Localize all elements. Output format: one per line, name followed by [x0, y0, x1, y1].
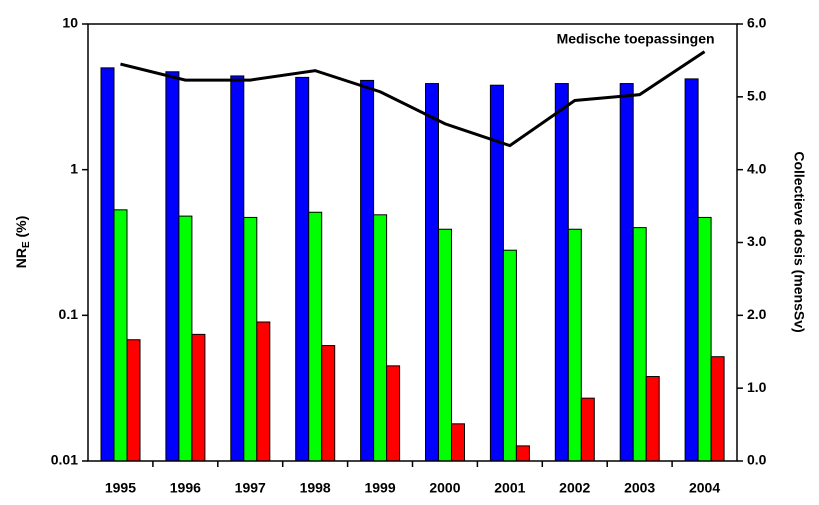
- bar: [386, 365, 401, 462]
- bar: [632, 227, 647, 462]
- bar: [580, 397, 595, 462]
- y-tick-label: 0.1: [59, 306, 79, 322]
- bar: [451, 423, 465, 462]
- bar: [165, 71, 180, 462]
- bar: [308, 211, 323, 462]
- x-tick-label: 2003: [624, 480, 655, 496]
- bar: [425, 83, 439, 462]
- y2-tick-label: 2.0: [747, 306, 767, 322]
- bar: [373, 214, 388, 462]
- y-label-rest: (%): [13, 216, 29, 242]
- x-tick-label: 2001: [494, 480, 525, 496]
- x-tick-label: 1997: [235, 480, 266, 496]
- bar: [126, 339, 141, 462]
- y2-axis-label: Collectieve dosis (mensSv): [791, 151, 807, 332]
- y2-tick-label: 5.0: [747, 88, 767, 104]
- bar: [360, 79, 375, 462]
- bar: [554, 83, 569, 462]
- bar: [295, 76, 310, 462]
- bar: [619, 83, 634, 462]
- bar: [438, 228, 452, 462]
- y2-tick-label: 1.0: [747, 379, 767, 395]
- bar: [710, 356, 725, 462]
- bar: [256, 321, 271, 462]
- line-annotation: Medische toepassingen: [557, 30, 715, 46]
- y-tick-label: 0.01: [51, 452, 78, 468]
- bar: [243, 216, 258, 462]
- line-series: [120, 50, 706, 148]
- x-tick-label: 1999: [364, 480, 395, 496]
- x-tick-label: 2004: [689, 480, 720, 496]
- y2-tick-label: 4.0: [747, 160, 767, 176]
- bar: [502, 249, 517, 462]
- y2-tick-label: 0.0: [747, 452, 767, 468]
- bar: [100, 67, 115, 462]
- bar: [567, 228, 582, 462]
- bar: [230, 75, 245, 462]
- bar: [645, 376, 660, 462]
- x-tick-label: 2000: [429, 480, 460, 496]
- y-label-main: NR: [13, 248, 29, 268]
- bar: [515, 445, 530, 462]
- x-tick-label: 1996: [170, 480, 201, 496]
- x-tick-label: 1998: [300, 480, 331, 496]
- y-label-sub: E: [21, 241, 32, 248]
- x-tick-label: 1995: [105, 480, 136, 496]
- bar: [113, 209, 128, 462]
- bar: [178, 215, 193, 462]
- bar: [191, 333, 206, 462]
- y-axis-label: NRE (%): [13, 216, 32, 269]
- y2-tick-label: 3.0: [747, 233, 767, 249]
- y-tick-label: 10: [62, 15, 78, 31]
- bar: [697, 216, 712, 462]
- y-tick-label: 1: [70, 160, 78, 176]
- x-tick-label: 2002: [559, 480, 590, 496]
- y2-tick-label: 6.0: [747, 15, 767, 31]
- bar: [684, 78, 699, 462]
- bar: [321, 345, 336, 462]
